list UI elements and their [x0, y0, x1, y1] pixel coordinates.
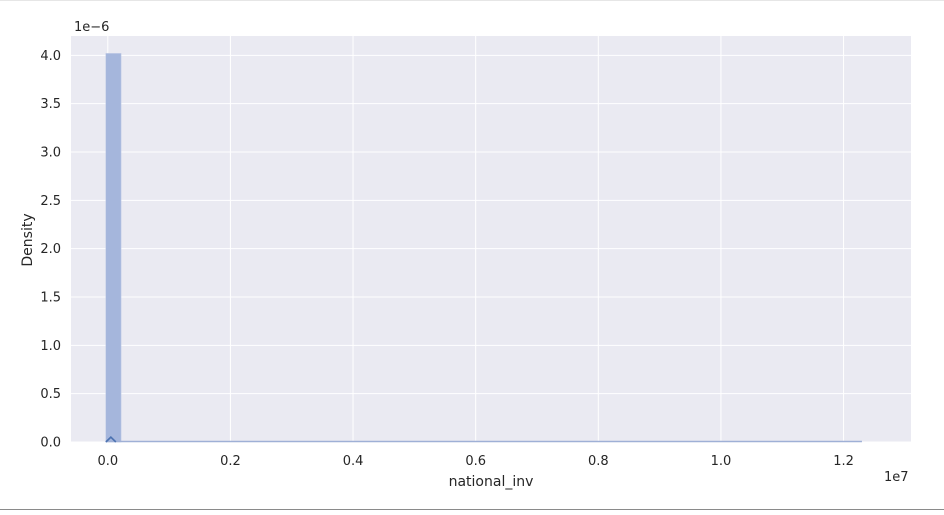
density-lines	[105, 436, 862, 443]
y-tick-label: 0.5	[40, 387, 61, 402]
x-tick-label: 0.4	[343, 454, 364, 469]
y-tick-labels: 0.0 0.5 1.0 1.5 2.0 2.5 3.0 3.5 4.0	[40, 49, 61, 451]
x-tick-label: 1.2	[833, 454, 854, 469]
plot-area	[71, 36, 911, 442]
histogram-bar	[105, 53, 122, 443]
x-tick-labels: 0.0 0.2 0.4 0.6 0.8 1.0 1.2	[97, 454, 853, 469]
x-tick-label: 0.2	[220, 454, 241, 469]
y-tick-label: 0.0	[40, 436, 61, 451]
kde-curve	[105, 436, 117, 443]
y-tick-label: 4.0	[40, 49, 61, 64]
y-tick-label: 3.0	[40, 146, 61, 161]
x-tick-label: 1.0	[711, 454, 732, 469]
y-tick-label: 3.5	[40, 97, 61, 112]
y-scale-label: 1e−6	[74, 20, 109, 35]
y-axis-label: Density	[20, 213, 36, 266]
x-axis-label: national_inv	[449, 474, 534, 490]
y-tick-label: 1.5	[40, 291, 61, 306]
top-divider	[0, 0, 944, 1]
x-tick-label: 0.8	[588, 454, 609, 469]
y-tick-label: 2.0	[40, 242, 61, 257]
y-tick-label: 2.5	[40, 194, 61, 209]
bottom-divider	[0, 509, 944, 510]
x-tick-label: 0.6	[465, 454, 486, 469]
grid-lines	[71, 36, 911, 443]
histogram-bars	[105, 53, 122, 443]
y-tick-label: 1.0	[40, 339, 61, 354]
x-tick-label: 0.0	[97, 454, 118, 469]
x-scale-label: 1e7	[884, 470, 909, 485]
